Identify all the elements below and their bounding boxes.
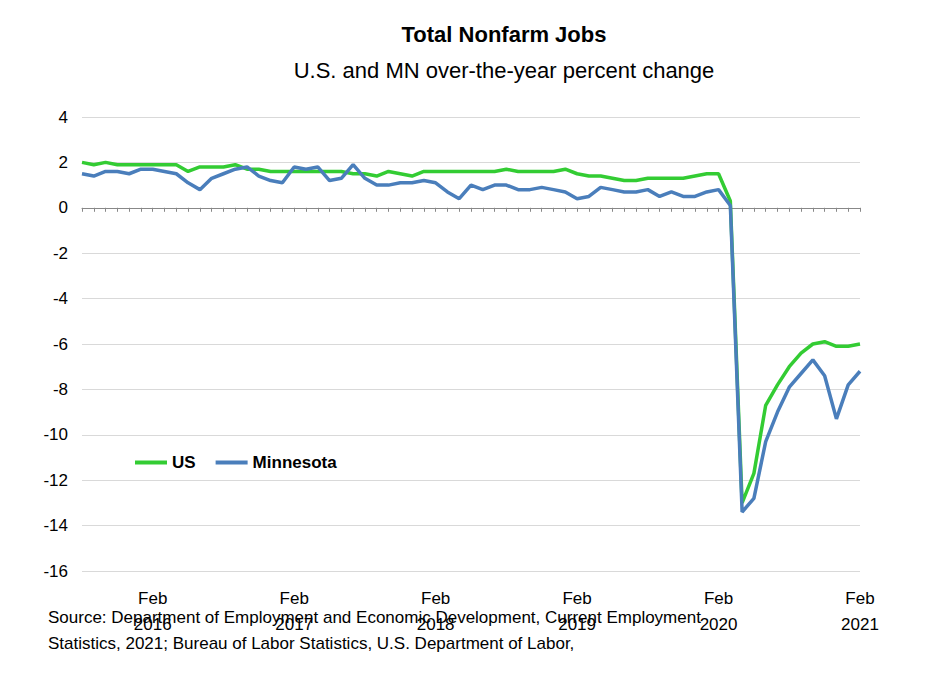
svg-text:-8: -8	[53, 380, 68, 399]
svg-text:-16: -16	[43, 562, 68, 581]
svg-text:Feb: Feb	[138, 589, 167, 608]
svg-text:Source: Department of Employme: Source: Department of Employment and Eco…	[48, 607, 706, 627]
svg-text:-4: -4	[53, 289, 68, 308]
svg-text:Total Nonfarm Jobs: Total Nonfarm Jobs	[402, 22, 607, 47]
svg-text:2018: 2018	[417, 615, 455, 634]
svg-text:2021: 2021	[841, 615, 879, 634]
svg-text:-12: -12	[43, 471, 68, 490]
svg-text:US: US	[172, 453, 196, 472]
svg-text:Feb: Feb	[704, 589, 733, 608]
svg-text:U.S. and MN over-the-year perc: U.S. and MN over-the-year percent change	[294, 58, 715, 83]
svg-text:-14: -14	[43, 516, 68, 535]
svg-text:-2: -2	[53, 244, 68, 263]
svg-text:-6: -6	[53, 335, 68, 354]
svg-text:2019: 2019	[558, 615, 596, 634]
svg-text:Statistics, 2021; Bureau of La: Statistics, 2021; Bureau of Labor Statis…	[48, 634, 574, 653]
svg-text:2017: 2017	[275, 615, 313, 634]
svg-text:Feb: Feb	[421, 589, 450, 608]
svg-text:4: 4	[59, 108, 68, 127]
svg-text:Feb: Feb	[845, 589, 874, 608]
svg-text:2: 2	[59, 153, 68, 172]
svg-text:Feb: Feb	[562, 589, 591, 608]
svg-text:2020: 2020	[700, 615, 738, 634]
svg-text:2016: 2016	[134, 615, 172, 634]
svg-text:Feb: Feb	[280, 589, 309, 608]
svg-text:0: 0	[59, 198, 68, 217]
svg-text:Minnesota: Minnesota	[253, 453, 338, 472]
svg-text:-10: -10	[43, 425, 68, 444]
